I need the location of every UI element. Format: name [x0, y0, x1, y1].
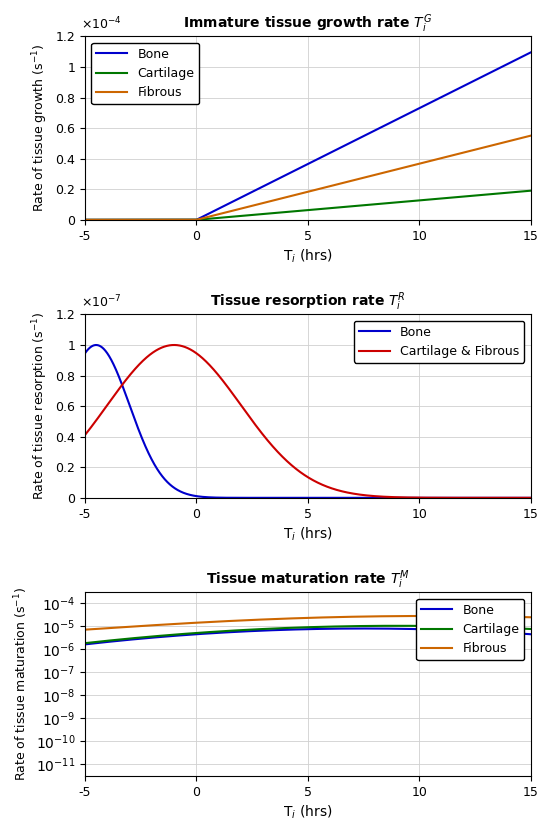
Text: $\times 10^{-4}$: $\times 10^{-4}$ [80, 16, 121, 32]
Y-axis label: Rate of tissue resorption (s$^{-1}$): Rate of tissue resorption (s$^{-1}$) [30, 312, 50, 500]
Title: Tissue resorption rate $T_i^R$: Tissue resorption rate $T_i^R$ [210, 290, 406, 313]
Y-axis label: Rate of tissue maturation (s$^{-1}$): Rate of tissue maturation (s$^{-1}$) [13, 587, 30, 781]
Text: $\times 10^{-7}$: $\times 10^{-7}$ [80, 294, 121, 310]
Legend: Bone, Cartilage, Fibrous: Bone, Cartilage, Fibrous [91, 43, 199, 104]
X-axis label: T$_i$ (hrs): T$_i$ (hrs) [283, 248, 332, 265]
Title: Tissue maturation rate $T_i^M$: Tissue maturation rate $T_i^M$ [206, 569, 409, 591]
X-axis label: T$_i$ (hrs): T$_i$ (hrs) [283, 804, 332, 821]
Legend: Bone, Cartilage & Fibrous: Bone, Cartilage & Fibrous [354, 321, 525, 363]
X-axis label: T$_i$ (hrs): T$_i$ (hrs) [283, 526, 332, 544]
Legend: Bone, Cartilage, Fibrous: Bone, Cartilage, Fibrous [416, 599, 525, 661]
Title: Immature tissue growth rate $T_i^G$: Immature tissue growth rate $T_i^G$ [183, 13, 433, 35]
Y-axis label: Rate of tissue growth (s$^{-1}$): Rate of tissue growth (s$^{-1}$) [30, 44, 50, 212]
